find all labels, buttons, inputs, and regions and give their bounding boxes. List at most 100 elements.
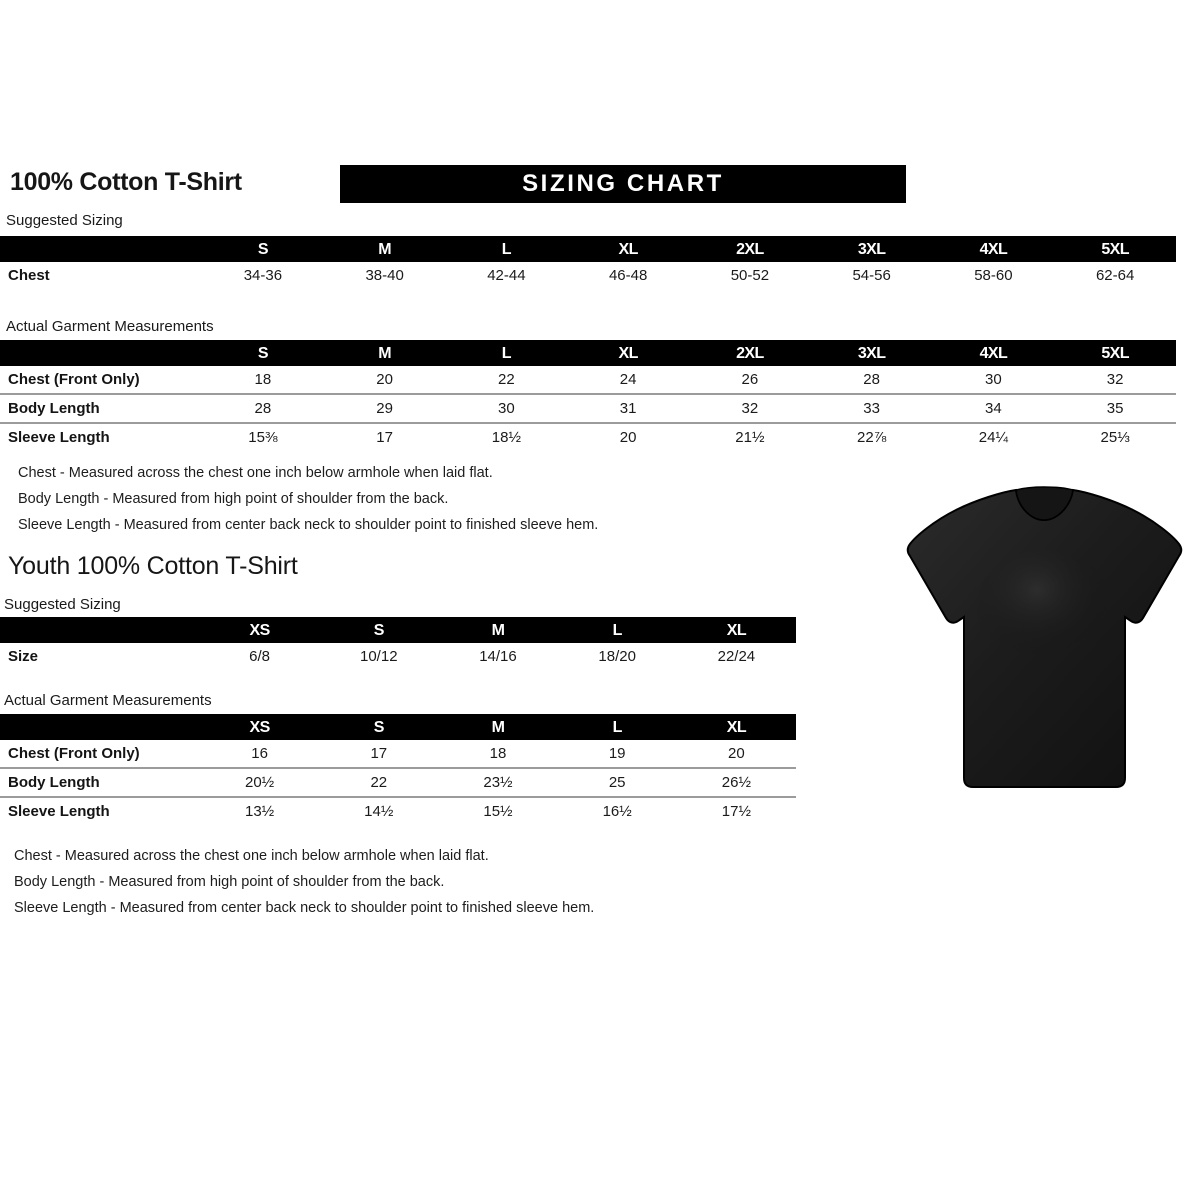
measurement-note: Chest - Measured across the chest one in… bbox=[18, 465, 493, 481]
table-cell: 15⅜ bbox=[248, 429, 278, 446]
table-cell: 18½ bbox=[491, 429, 521, 446]
row-label: Chest (Front Only) bbox=[8, 371, 140, 388]
row-label: Body Length bbox=[8, 400, 100, 417]
column-header-s: S bbox=[373, 622, 385, 639]
measurement-note: Body Length - Measured from high point o… bbox=[14, 874, 445, 890]
column-header-s: S bbox=[257, 241, 269, 258]
column-header-xl: XL bbox=[726, 719, 747, 736]
table-cell: 28 bbox=[254, 400, 272, 417]
table-cell: 46-48 bbox=[608, 267, 648, 284]
table-cell: 20 bbox=[376, 371, 393, 388]
measurement-note: Chest - Measured across the chest one in… bbox=[14, 848, 489, 864]
table-cell: 18 bbox=[254, 371, 272, 388]
adult-product-title: 100% Cotton T-Shirt bbox=[10, 168, 242, 196]
table-cell: 28 bbox=[863, 371, 880, 388]
table-row: Body Length 20½ 22 23½ 25 26½ bbox=[0, 769, 796, 798]
table-row: Size 6/8 10/12 14/16 18/20 22/24 bbox=[0, 643, 796, 670]
table-cell: 26 bbox=[741, 371, 759, 388]
table-cell: 34 bbox=[985, 400, 1002, 417]
column-header-l: L bbox=[612, 719, 623, 736]
youth-suggested-sizing-label: Suggested Sizing bbox=[4, 596, 121, 613]
column-header-xl: XL bbox=[618, 345, 639, 362]
table-cell: 58-60 bbox=[974, 267, 1013, 284]
column-header-xs: XS bbox=[249, 719, 271, 736]
black-tshirt-image bbox=[898, 478, 1190, 808]
table-cell: 6/8 bbox=[249, 648, 271, 665]
row-label: Sleeve Length bbox=[8, 429, 110, 446]
table-cell: 32 bbox=[741, 400, 759, 417]
adult-measurements-label: Actual Garment Measurements bbox=[6, 318, 214, 335]
table-row: Chest (Front Only) 18 20 22 24 26 28 30 32 bbox=[0, 366, 1176, 395]
row-label: Body Length bbox=[8, 774, 100, 791]
table-cell: 54-56 bbox=[852, 267, 891, 284]
table-cell: 14½ bbox=[364, 803, 394, 820]
column-header-l: L bbox=[501, 241, 512, 258]
column-header-3xl: 3XL bbox=[857, 345, 886, 362]
table-row: Body Length 28 29 30 31 32 33 34 35 bbox=[0, 395, 1176, 424]
adult-suggested-header-row: S M L XL 2XL 3XL 4XL 5XL bbox=[0, 236, 1176, 262]
measurement-note: Sleeve Length - Measured from center bac… bbox=[18, 517, 599, 533]
column-header-4xl: 4XL bbox=[979, 345, 1008, 362]
table-cell: 35 bbox=[1106, 400, 1124, 417]
adult-measurement-notes: Chest - Measured across the chest one in… bbox=[18, 460, 598, 538]
column-header-3xl: 3XL bbox=[857, 241, 886, 258]
table-cell: 26½ bbox=[721, 774, 751, 791]
table-cell: 17 bbox=[376, 429, 393, 446]
table-row: Chest 34-36 38-40 42-44 46-48 50-52 54-56 58-60… bbox=[0, 262, 1176, 289]
table-cell: 25 bbox=[608, 774, 626, 791]
table-cell: 16 bbox=[251, 745, 268, 762]
youth-measurements-label: Actual Garment Measurements bbox=[4, 692, 212, 709]
table-cell: 42-44 bbox=[487, 267, 526, 284]
table-cell: 22 bbox=[370, 774, 388, 791]
table-cell: 50-52 bbox=[730, 267, 770, 284]
table-cell: 24 bbox=[619, 371, 637, 388]
table-cell: 29 bbox=[376, 400, 393, 417]
table-cell: 13½ bbox=[244, 803, 275, 820]
table-cell: 20½ bbox=[244, 774, 275, 791]
table-cell: 25⅓ bbox=[1100, 429, 1130, 446]
table-row: Sleeve Length 15⅜ 17 18½ 20 21½ 22⅞ 24¼ 25⅓ bbox=[0, 424, 1176, 451]
table-cell: 62-64 bbox=[1095, 267, 1135, 284]
measurement-note: Body Length - Measured from high point o… bbox=[18, 491, 449, 507]
column-header-xs: XS bbox=[249, 622, 271, 639]
youth-suggested-sizing-table: XS S M L XL Size 6/8 10/12 14/16 18/20 22/24 bbox=[0, 617, 796, 670]
column-header-m: M bbox=[491, 719, 505, 736]
column-header-l: L bbox=[501, 345, 512, 362]
youth-suggested-header-row: XS S M L XL bbox=[0, 617, 796, 643]
column-header-s: S bbox=[257, 345, 269, 362]
column-header-4xl: 4XL bbox=[979, 241, 1008, 258]
adult-measurements-table: S M L XL 2XL 3XL 4XL 5XL Chest (Front Only) 18 20 2… bbox=[0, 340, 1176, 451]
table-cell: 21½ bbox=[735, 429, 765, 446]
column-header-l: L bbox=[612, 622, 623, 639]
youth-product-title: Youth 100% Cotton T-Shirt bbox=[8, 552, 298, 580]
column-header-2xl: 2XL bbox=[736, 345, 764, 362]
table-row: Sleeve Length 13½ 14½ 15½ 16½ 17½ bbox=[0, 798, 796, 825]
row-label: Size bbox=[8, 648, 39, 665]
table-cell: 17 bbox=[370, 745, 388, 762]
table-cell: 24¼ bbox=[978, 429, 1008, 446]
column-header-2xl: 2XL bbox=[736, 241, 764, 258]
column-header-m: M bbox=[378, 241, 391, 258]
table-cell: 30 bbox=[498, 400, 515, 417]
table-cell: 23½ bbox=[483, 774, 513, 791]
row-label: Sleeve Length bbox=[8, 803, 110, 820]
sizing-chart-banner: SIZING CHART bbox=[340, 165, 906, 203]
adult-measurements-header-row: S M L XL 2XL 3XL 4XL 5XL bbox=[0, 340, 1176, 366]
table-cell: 18 bbox=[489, 745, 507, 762]
table-cell: 19 bbox=[608, 745, 626, 762]
table-cell: 18/20 bbox=[598, 648, 636, 665]
table-cell: 32 bbox=[1106, 371, 1124, 388]
adult-suggested-sizing-table: S M L XL 2XL 3XL 4XL 5XL Chest 34-36 38-40 42-44 46-… bbox=[0, 236, 1176, 289]
table-cell: 38-40 bbox=[365, 267, 404, 284]
measurement-note: Sleeve Length - Measured from center bac… bbox=[14, 900, 595, 916]
youth-measurements-header-row: XS S M L XL bbox=[0, 714, 796, 740]
adult-suggested-sizing-label: Suggested Sizing bbox=[6, 212, 123, 229]
youth-measurement-notes: Chest - Measured across the chest one in… bbox=[14, 843, 594, 921]
table-cell: 34-36 bbox=[243, 267, 283, 284]
table-cell: 33 bbox=[863, 400, 880, 417]
table-cell: 31 bbox=[619, 400, 637, 417]
column-header-5xl: 5XL bbox=[1101, 241, 1129, 258]
row-label: Chest bbox=[8, 267, 50, 284]
column-header-xl: XL bbox=[726, 622, 747, 639]
